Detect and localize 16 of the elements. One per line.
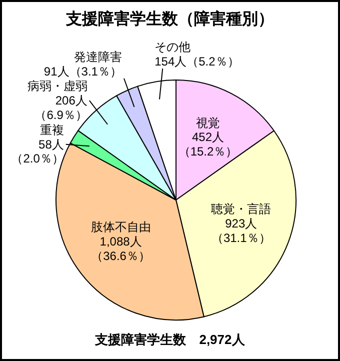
slice-label: 病弱・虚弱 xyxy=(27,79,88,94)
data-label: 452人（15.2％） xyxy=(178,130,238,159)
slice-label: 肢体不自由 xyxy=(90,220,151,234)
slice-label: 視覚 xyxy=(196,116,220,130)
chart-title: 支援障害学生数（障害種別） xyxy=(65,9,274,28)
data-label: 58人（2.0％） xyxy=(11,137,64,166)
text: 支援障害学生数 2,972人 xyxy=(94,332,246,347)
slice-label: 発達障害 xyxy=(74,50,122,64)
slice-label: 重複 xyxy=(40,122,64,137)
data-label: 1,088人（36.6％） xyxy=(91,234,150,263)
data-label: 923人（31.1％） xyxy=(211,216,271,245)
data-label: 91人（3.1％） xyxy=(44,64,122,78)
slice-label: その他 xyxy=(154,40,191,54)
slice-label: 聴覚・言語 xyxy=(211,202,272,216)
data-label: 154人（5.2％） xyxy=(154,54,240,69)
data-label: 206人（6.9％） xyxy=(34,94,88,122)
